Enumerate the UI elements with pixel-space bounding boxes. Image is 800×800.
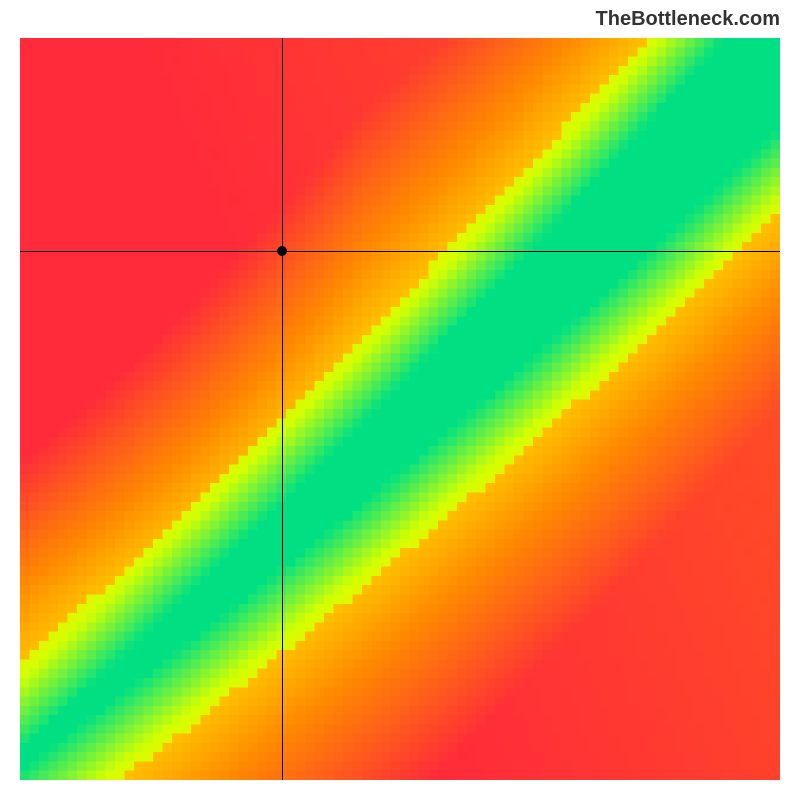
crosshair-vertical: [282, 38, 283, 780]
watermark-text: TheBottleneck.com: [596, 8, 780, 31]
crosshair-horizontal: [20, 251, 780, 252]
heatmap-canvas: [20, 38, 780, 780]
heatmap-chart: [20, 38, 780, 780]
crosshair-marker-dot: [277, 246, 287, 256]
